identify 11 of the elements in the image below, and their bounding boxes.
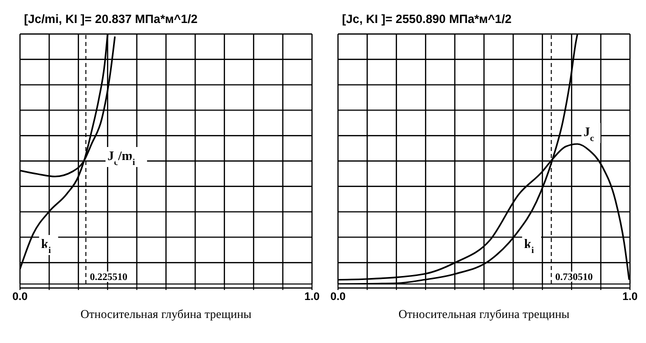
series-label: k$_{i}$ [41,236,52,255]
x-axis-title: Относительная глубина трещины [80,307,252,321]
chart-title: [Jc, KI ]= 2550.890 МПа*м^1/2 [342,12,512,26]
series-label: k$_{i}$ [524,236,534,255]
x-tick-label: 1.0 [622,290,638,303]
x-axis-title: Относительная глубина трещины [398,307,570,321]
x-tick-label: 0.0 [330,290,346,303]
series-label: J$_{c}$ [583,124,594,143]
x-tick-label: 1.0 [304,290,320,303]
x-tick-label: 0.0 [12,290,28,303]
chart-title: [Jc/mi, KI ]= 20.837 МПа*м^1/2 [24,12,198,26]
